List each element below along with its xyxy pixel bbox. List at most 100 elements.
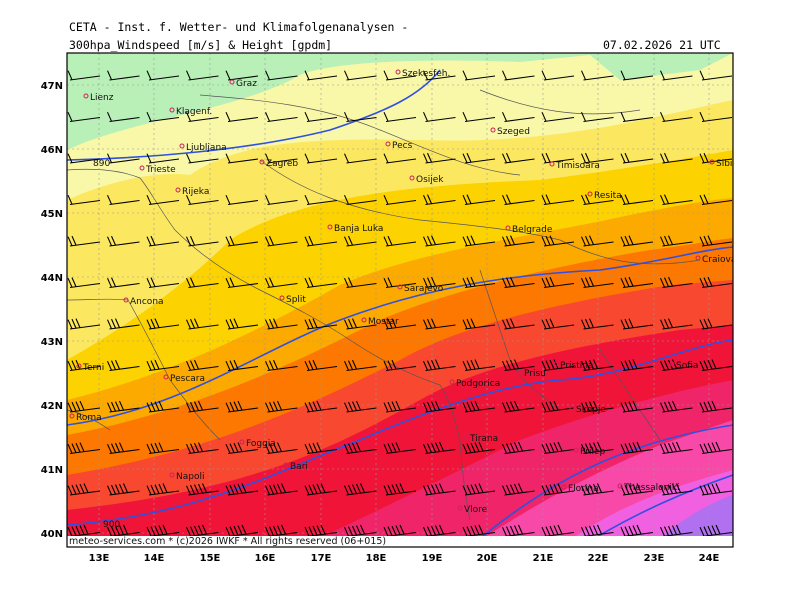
wind-barb — [501, 152, 535, 164]
city-markers: Lienz Graz Szekesfeh. Klagenf. Ljubljana Pecs… — [69, 69, 738, 515]
wind-barb — [343, 400, 377, 413]
wind-barb — [343, 111, 377, 123]
city-label: Prilep — [580, 447, 606, 457]
contour-label-890: 890 — [93, 159, 110, 169]
wind-barb — [659, 318, 693, 330]
wind-barb — [580, 152, 614, 164]
wind-barb — [422, 441, 456, 455]
wind-barb — [580, 318, 614, 330]
wind-barb — [146, 442, 180, 455]
wind-barb — [501, 524, 535, 538]
wind-barb — [501, 194, 535, 206]
wind-barb — [185, 524, 219, 538]
wind-barb — [501, 70, 535, 81]
city-marker — [327, 224, 333, 230]
city-label: Trieste — [145, 165, 176, 175]
wind-barb — [501, 441, 535, 455]
city-label: Split — [286, 295, 306, 305]
wind-barb — [106, 111, 140, 123]
city-marker — [617, 483, 623, 489]
institute-title: CETA - Inst. f. Wetter- und Klimafolgena… — [69, 20, 409, 34]
wind-barb — [659, 400, 693, 413]
city-marker — [179, 143, 185, 149]
wind-barb — [501, 483, 535, 496]
city-label: Foggia — [246, 439, 276, 449]
city-label: Podgorica — [456, 379, 500, 389]
wind-barb — [699, 524, 733, 538]
wind-barb — [185, 153, 219, 164]
city-label: Sibiu — [716, 159, 738, 169]
wind-barb — [225, 153, 259, 164]
wind-barb — [304, 153, 338, 164]
wind-barb — [343, 359, 377, 372]
wind-barb — [106, 153, 140, 164]
wind-barb — [699, 318, 733, 330]
city-label: Graz — [236, 79, 257, 89]
wind-barb — [106, 442, 140, 455]
wind-barb — [699, 152, 733, 164]
city-marker — [283, 462, 289, 468]
wind-barb — [146, 153, 180, 164]
lat-label: 41N — [41, 465, 63, 476]
wind-barb — [343, 277, 377, 289]
city-marker — [669, 361, 675, 367]
city-label: Klagenf. — [176, 107, 212, 117]
wind-barb — [264, 194, 298, 206]
wind-barb — [620, 111, 654, 123]
wind-barb — [304, 235, 338, 247]
lon-label: 19E — [422, 553, 443, 564]
city-marker — [517, 369, 523, 375]
wind-barb — [304, 359, 338, 372]
city-marker — [561, 484, 567, 490]
wind-barb — [659, 276, 693, 289]
map-frame — [66, 52, 734, 548]
wind-barb — [699, 441, 733, 455]
wind-barb — [580, 524, 614, 538]
city-label: Rijeka — [182, 187, 209, 197]
lat-label: 45N — [41, 209, 63, 220]
wind-barb — [146, 111, 180, 123]
wind-barb — [541, 152, 575, 164]
wind-barb — [620, 441, 654, 455]
city-label: Banja Luka — [334, 224, 383, 234]
city-label: Tirana — [469, 434, 498, 444]
wind-barb — [422, 70, 456, 81]
city-label: Craiova — [702, 255, 736, 265]
wind-barb — [580, 70, 614, 81]
wind-barb — [462, 400, 496, 413]
wind-barb — [185, 277, 219, 289]
wind-barb — [264, 70, 298, 81]
wind-barb — [343, 194, 377, 206]
wind-barb — [541, 235, 575, 247]
lon-label: 24E — [699, 553, 720, 564]
city-marker — [83, 93, 89, 99]
valid-datetime: 07.02.2026 21 UTC — [603, 38, 721, 52]
wind-barb — [422, 235, 456, 247]
wind-barb — [225, 400, 259, 413]
latitude-labels: 47N 46N 45N 44N 43N 42N 41N 40N — [41, 81, 63, 540]
city-label: Napoli — [176, 472, 204, 482]
wind-barb — [304, 318, 338, 330]
city-label: Thessaloniki — [623, 483, 680, 493]
wind-barb — [462, 111, 496, 123]
wind-barb — [501, 318, 535, 330]
wind-barb — [146, 70, 180, 81]
wind-barb — [462, 152, 496, 164]
wind-barb — [620, 152, 654, 164]
wind-barb — [462, 276, 496, 289]
wind-barb — [304, 194, 338, 206]
wind-barb — [620, 194, 654, 206]
city-label: Sofia — [676, 361, 698, 371]
city-label: Ljubljana — [186, 143, 227, 153]
wind-barb — [541, 483, 575, 496]
lat-label: 42N — [41, 401, 63, 412]
city-label: Mostar — [368, 317, 399, 327]
wind-barb — [422, 111, 456, 123]
wind-barb — [699, 276, 733, 289]
wind-barb — [422, 194, 456, 206]
wind-barb — [225, 194, 259, 206]
city-marker — [409, 175, 415, 181]
wind-barb — [343, 318, 377, 330]
wind-barb — [67, 153, 101, 164]
